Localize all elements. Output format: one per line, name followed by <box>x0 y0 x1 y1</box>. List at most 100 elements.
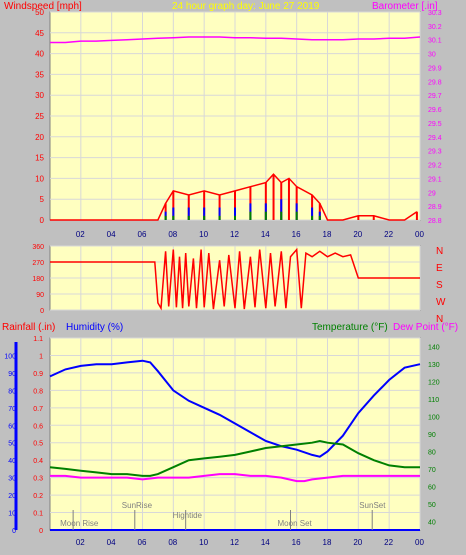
windspeed-tick-label: 25 <box>35 112 44 121</box>
barometer-tick-label: 29.1 <box>428 176 442 183</box>
humidity-tick-label: 90 <box>8 371 16 378</box>
rainfall-tick-label: 1.1 <box>33 336 43 343</box>
x-tick-label: 00 <box>415 230 424 239</box>
rainfall-tick-label: 1 <box>39 353 43 360</box>
rainfall-tick-label: 0.4 <box>33 458 43 465</box>
x-tick-label: 02 <box>76 538 85 547</box>
temperature-tick-label: 50 <box>428 502 436 509</box>
temperature-tick-label: 140 <box>428 345 440 352</box>
x-tick-label: 14 <box>261 230 270 239</box>
x-tick-label: 14 <box>261 538 270 547</box>
x-tick-label: 02 <box>76 230 85 239</box>
temperature-tick-label: 90 <box>428 432 436 439</box>
temperature-f-line <box>49 439 420 477</box>
humidity-tick-label: 70 <box>8 406 16 413</box>
windspeed-tick-label: 45 <box>35 29 44 38</box>
windspeed-tick-label: 40 <box>35 50 44 59</box>
barometer-axis-title: Barometer [.in] <box>372 1 438 12</box>
barometer-tick-label: 28.8 <box>428 218 442 225</box>
compass-label: N <box>436 314 443 325</box>
humidity-tick-label: 0 <box>12 528 16 535</box>
barometer-tick-label: 29.8 <box>428 79 442 86</box>
direction-tick-label: 180 <box>32 276 44 283</box>
windspeed-axis-title: Windspeed [mph] <box>4 1 82 12</box>
event-label: Hightide <box>173 511 203 520</box>
x-tick-label: 18 <box>323 230 332 239</box>
humidity-tick-label: 100 <box>4 353 16 360</box>
barometer-tick-label: 30.2 <box>428 24 442 31</box>
barometer-tick-label: 29.4 <box>428 135 442 142</box>
x-tick-label: 08 <box>168 538 177 547</box>
windspeed-tick-label: 15 <box>35 154 44 163</box>
rainfall-tick-label: 0.5 <box>33 441 43 448</box>
dew-point-f-line <box>50 473 420 483</box>
rainfall-tick-label: 0.2 <box>33 493 43 500</box>
x-tick-label: 12 <box>230 538 239 547</box>
x-tick-label: 06 <box>138 230 147 239</box>
x-tick-label: 06 <box>138 538 147 547</box>
x-tick-label: 10 <box>199 538 208 547</box>
direction-tick-label: 90 <box>36 292 44 299</box>
x-tick-label: 20 <box>353 538 362 547</box>
rainfall-tick-label: 0.9 <box>33 371 43 378</box>
temperature-axis-title: Temperature (°F) <box>312 322 388 333</box>
rainfall-tick-label: 0 <box>39 528 43 535</box>
rainfall-tick-label: 0.1 <box>33 511 43 518</box>
humidity-tick-label: 30 <box>8 476 16 483</box>
temperature-tick-label: 70 <box>428 467 436 474</box>
event-label: SunRise <box>122 501 153 510</box>
direction-tick-label: 360 <box>32 244 44 251</box>
direction-tick-label: 270 <box>32 260 44 267</box>
x-tick-label: 12 <box>230 230 239 239</box>
barometer-tick-label: 29.6 <box>428 107 442 114</box>
humidity-tick-label: 80 <box>8 388 16 395</box>
compass-label: N <box>436 246 443 257</box>
humidity-tick-label: 20 <box>8 493 16 500</box>
x-tick-label: 16 <box>292 538 301 547</box>
x-tick-label: 00 <box>415 538 424 547</box>
windspeed-tick-label: 35 <box>35 70 44 79</box>
humidity-line <box>49 359 421 458</box>
barometer-tick-label: 30.3 <box>428 10 442 17</box>
barometer-line <box>50 36 421 44</box>
compass-label: E <box>436 263 443 274</box>
barometer-tick-label: 29.2 <box>428 163 442 170</box>
windspeed-line <box>50 173 418 221</box>
windspeed-tick-label: 20 <box>35 133 44 142</box>
event-label: Moon Set <box>278 519 313 528</box>
barometer-tick-label: 30 <box>428 52 436 59</box>
windspeed-tick-label: 10 <box>35 174 44 183</box>
direction-tick-label: 0 <box>40 308 44 315</box>
temperature-tick-label: 100 <box>428 415 440 422</box>
x-tick-label: 20 <box>353 230 362 239</box>
barometer-tick-label: 28.9 <box>428 204 442 211</box>
rainfall-axis-title: Rainfall (.in) <box>2 322 55 333</box>
barometer-tick-label: 29.5 <box>428 121 442 128</box>
temperature-tick-label: 60 <box>428 484 436 491</box>
barometer-tick-label: 29.3 <box>428 149 442 156</box>
barometer-tick-label: 29.7 <box>428 93 442 100</box>
temperature-tick-label: 40 <box>428 519 436 526</box>
x-tick-label: 08 <box>168 230 177 239</box>
barometer-tick-label: 29.9 <box>428 65 442 72</box>
chart-marks: Moon Rise SunRise Hightide Moon Set SunSet <box>14 36 421 531</box>
rainfall-tick-label: 0.6 <box>33 423 43 430</box>
temperature-tick-label: 80 <box>428 449 436 456</box>
barometer-tick-label: 30.1 <box>428 38 442 45</box>
x-tick-label: 04 <box>107 230 116 239</box>
humidity-tick-label: 60 <box>8 423 16 430</box>
x-tick-label: 10 <box>199 230 208 239</box>
compass-label: S <box>436 280 443 291</box>
x-tick-label: 16 <box>292 230 301 239</box>
dewpoint-axis-title: Dew Point (°F) <box>393 322 458 333</box>
compass-label: W <box>436 297 446 308</box>
humidity-tick-label: 40 <box>8 458 16 465</box>
wind-direction-line <box>50 247 420 311</box>
event-label: SunSet <box>359 501 386 510</box>
barometer-tick-label: 29 <box>428 190 436 197</box>
windspeed-tick-label: 50 <box>35 8 44 17</box>
x-tick-label: 22 <box>384 230 393 239</box>
windspeed-tick-label: 0 <box>40 216 45 225</box>
x-tick-label: 04 <box>107 538 116 547</box>
